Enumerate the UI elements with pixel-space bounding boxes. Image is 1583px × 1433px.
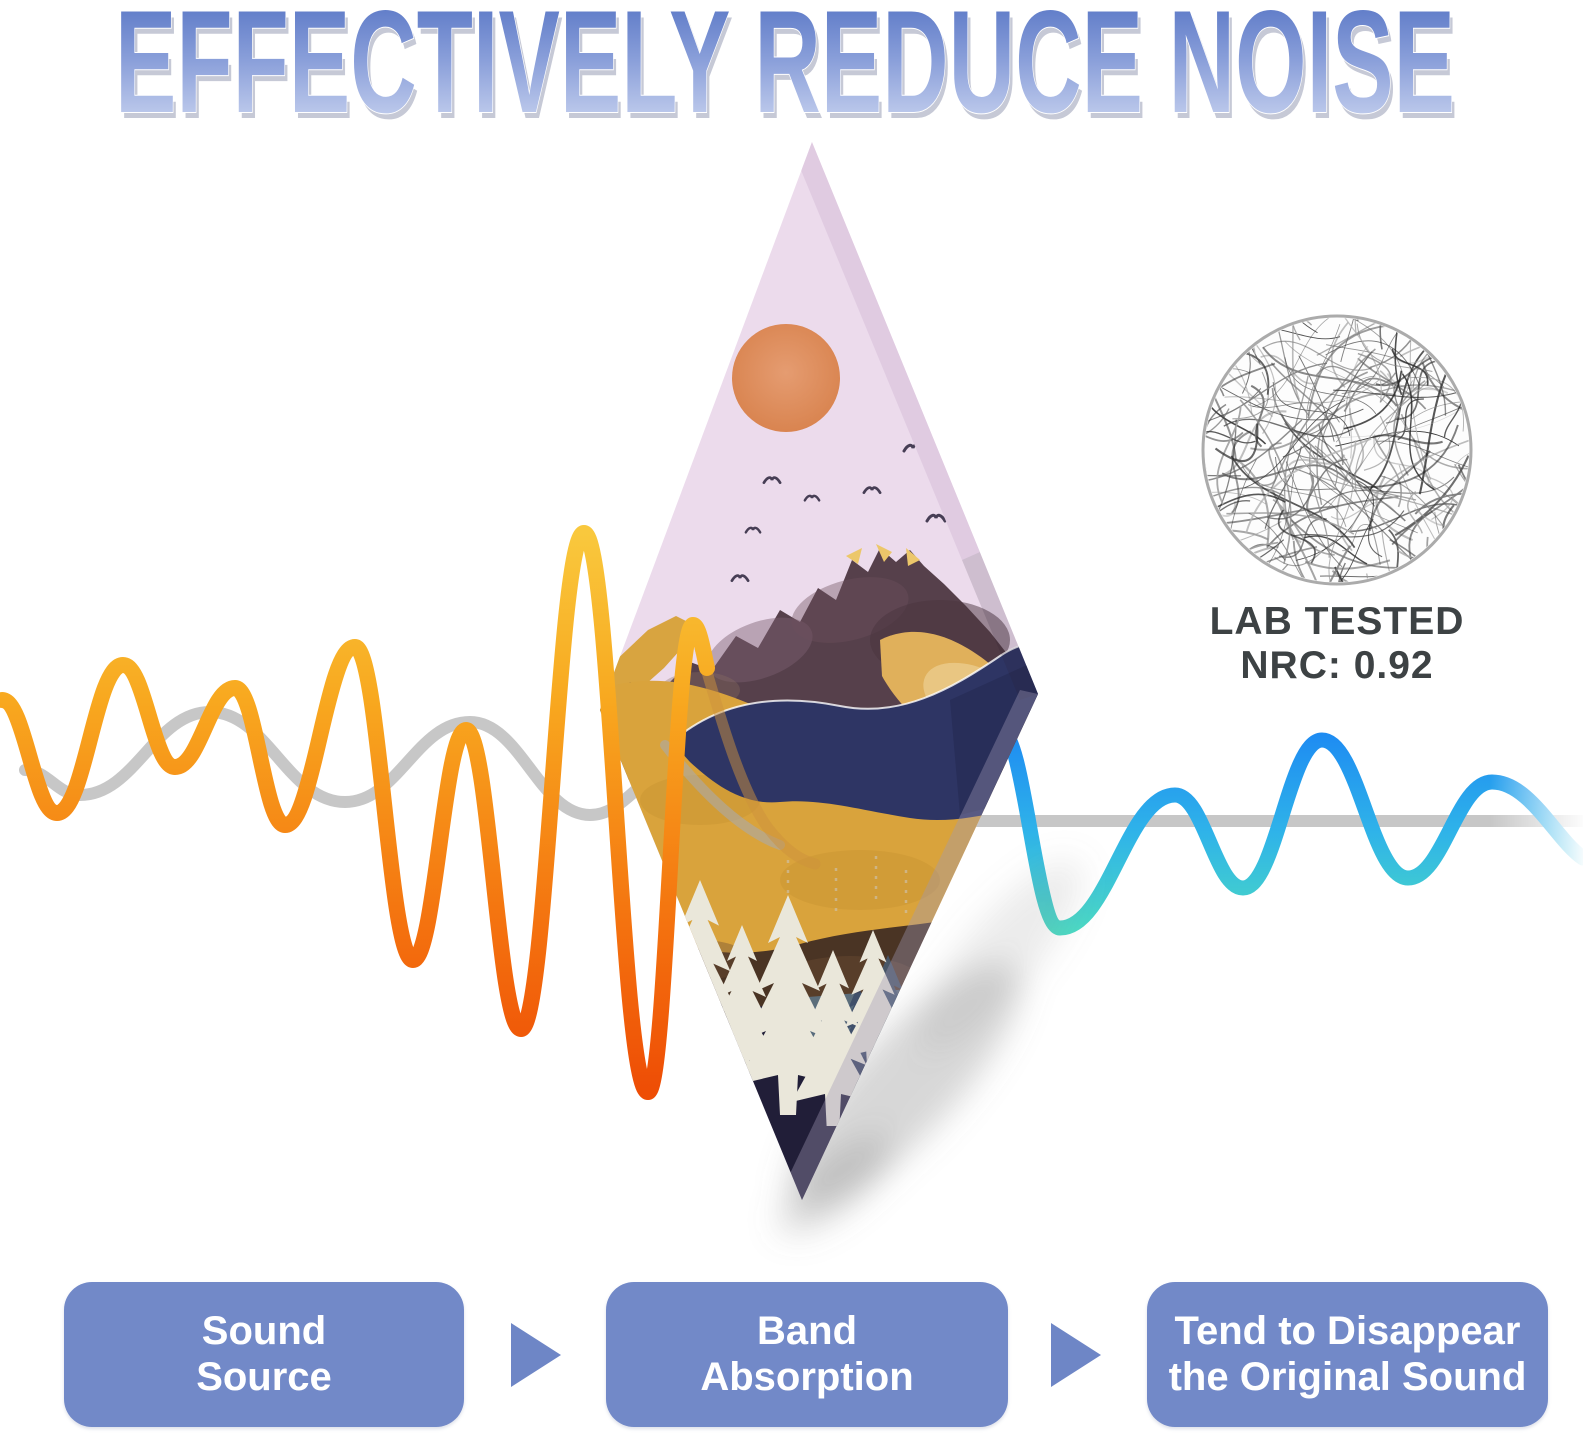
page-title: EFFECTIVELY REDUCE NOISE [115,0,1455,143]
flow-step-label: Source [196,1354,332,1399]
absorbed-wave-remnant-amber [694,642,821,870]
flow-step-band-absorption: Band Absorption [606,1282,1008,1427]
fiber-texture-swatch [1201,314,1473,586]
flow-step-sound-source: Sound Source [64,1282,464,1427]
loud-sound-wave-icon [0,524,715,1101]
nrc-value-label: NRC: 0.92 [1240,644,1433,687]
panel-shadow [778,860,1082,1235]
headline-shadow: EFFECTIVELY REDUCE NOISE [118,0,1458,149]
lab-tested-label: LAB TESTED [1210,600,1465,643]
sun-icon [732,324,840,432]
flow-step-label: the Original Sound [1168,1354,1527,1399]
right-triangle-arrow-icon [1051,1323,1101,1387]
headline: EFFECTIVELY REDUCE NOISE EFFECTIVELY RED… [114,0,1458,149]
right-triangle-arrow-icon [511,1323,561,1387]
flow-step-label: Band [757,1308,857,1353]
flow-step-disappear-sound: Tend to Disappear the Original Sound [1147,1282,1548,1427]
flow-step-label: Absorption [700,1354,914,1399]
flow-step-label: Sound [201,1308,327,1353]
flow-step-label: Tend to Disappear [1174,1308,1521,1353]
wave-fadeout [1490,690,1583,950]
